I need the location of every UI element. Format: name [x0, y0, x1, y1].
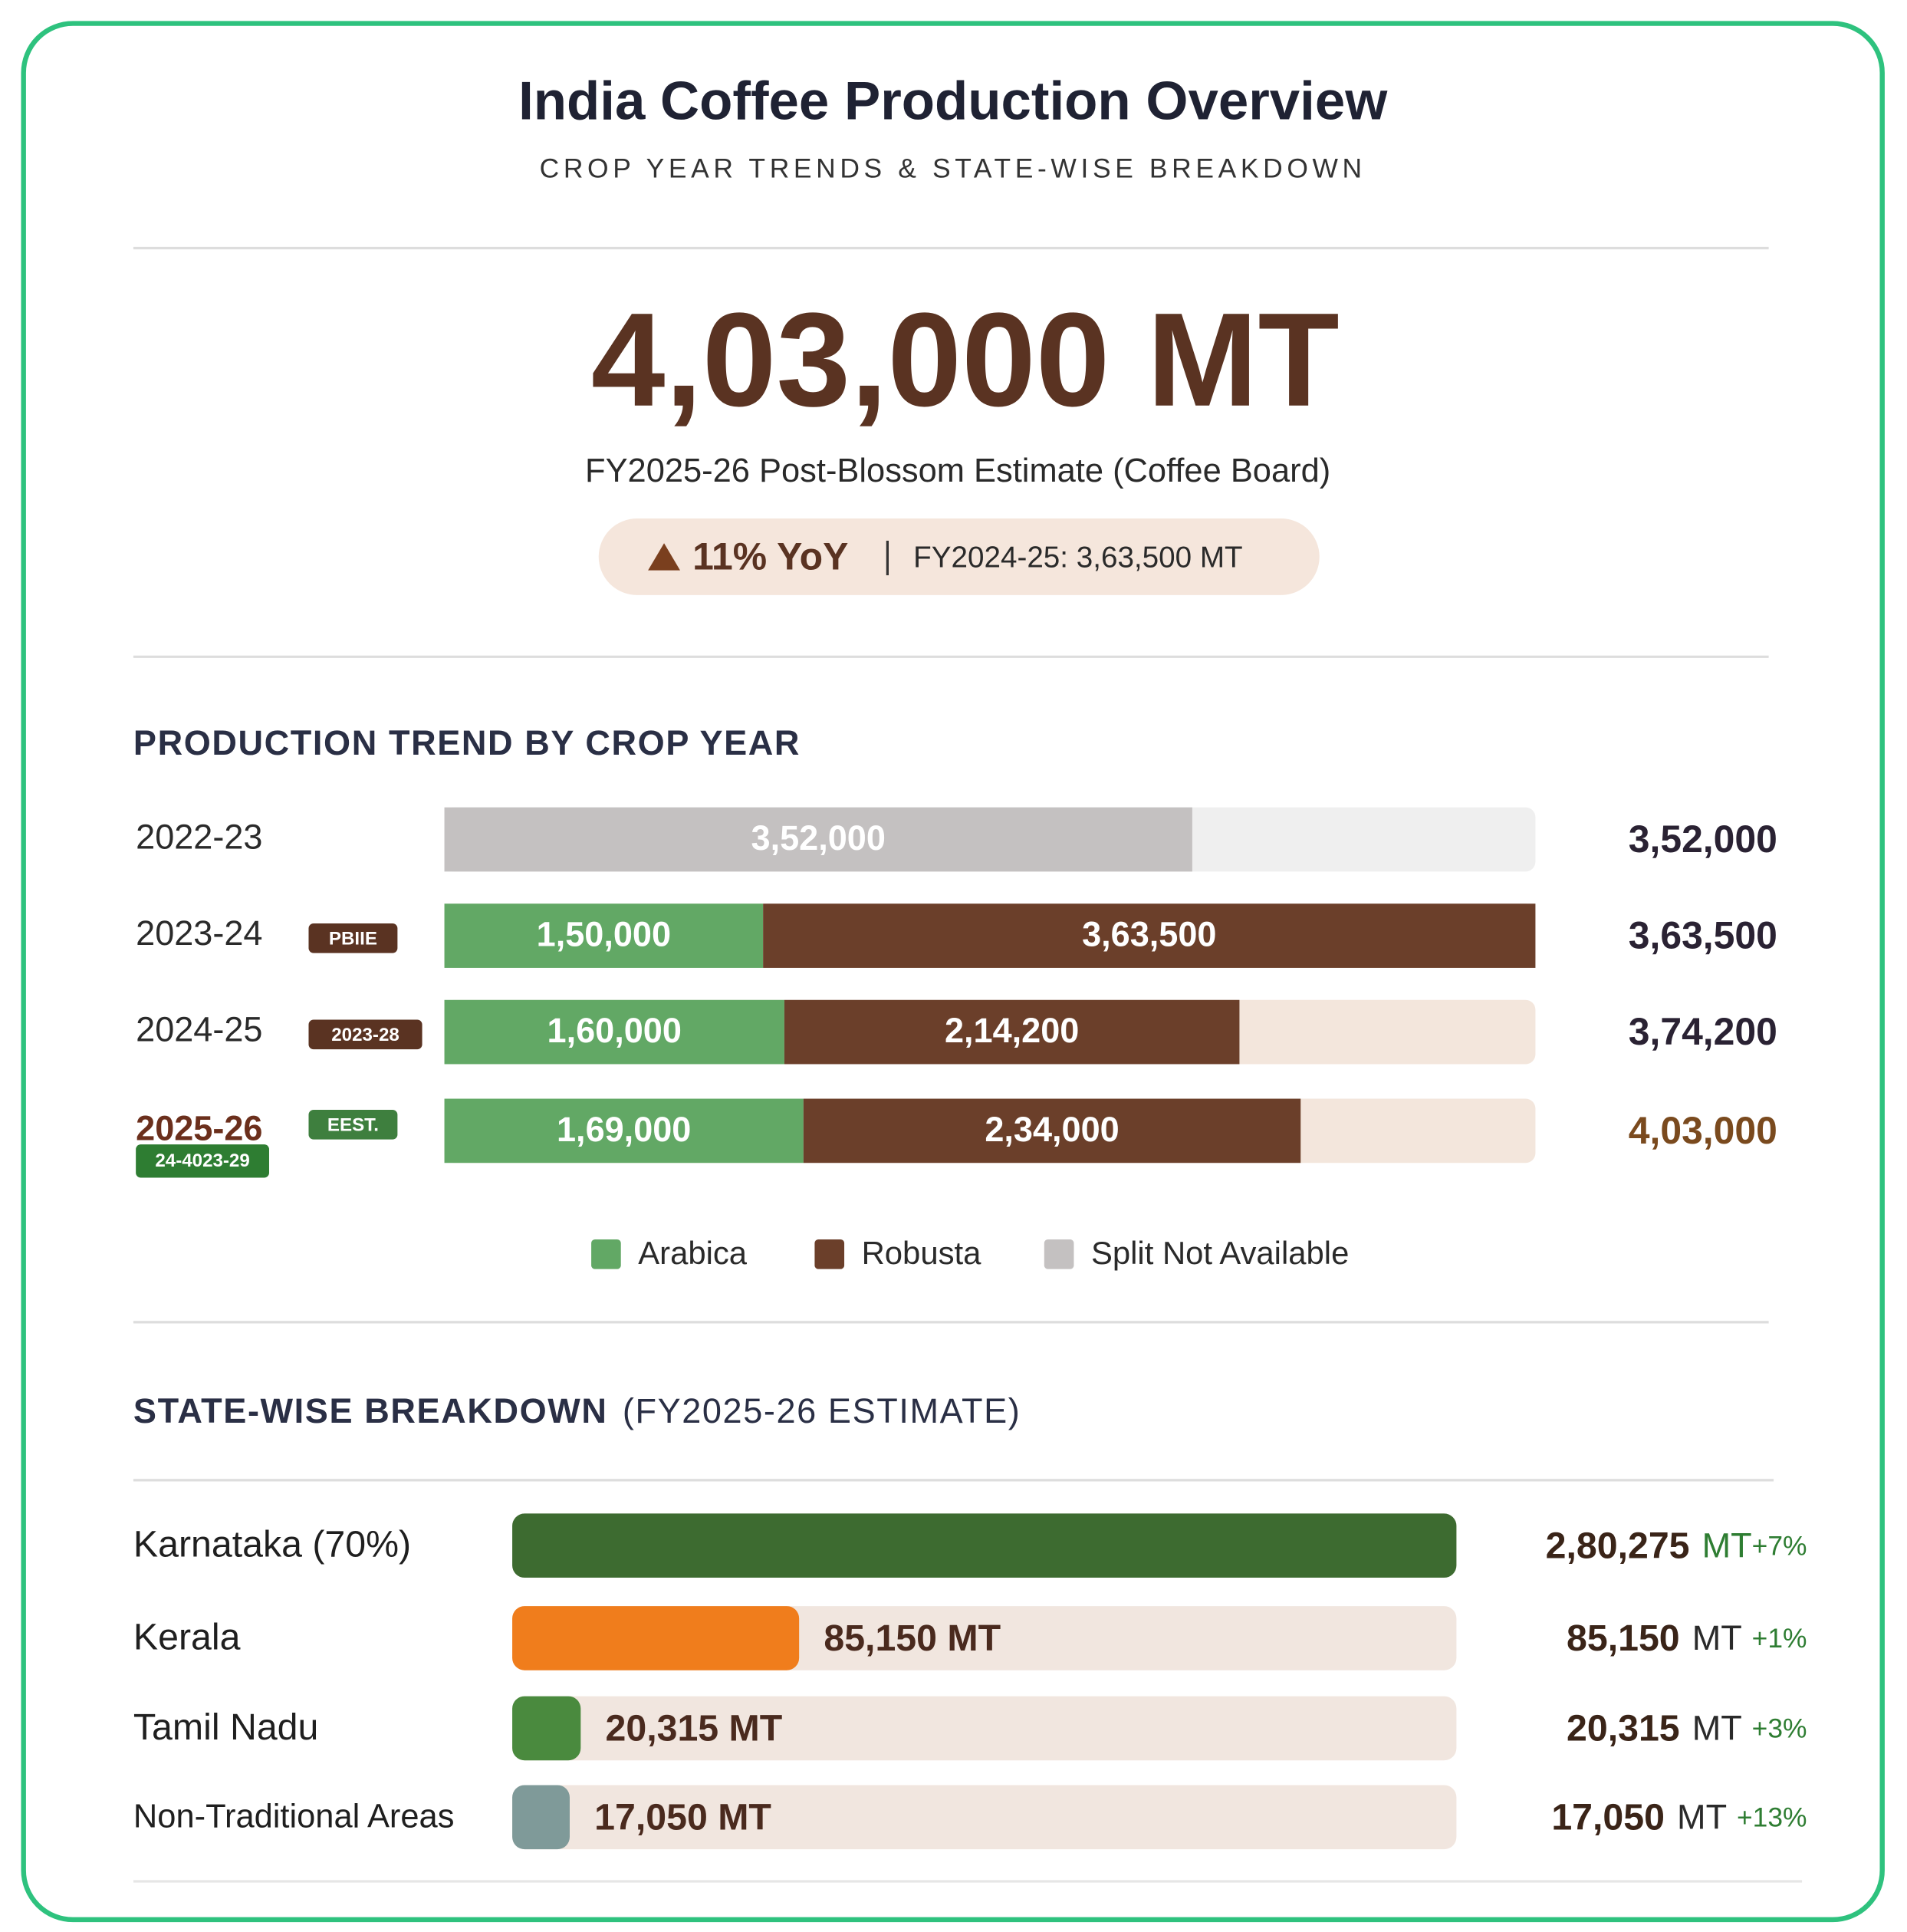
legend-swatch [814, 1239, 845, 1269]
value-label: 85,150 MT +1% [1567, 1618, 1807, 1659]
total-label: 3,63,500 [1629, 913, 1777, 956]
bar-segment [784, 999, 1240, 1065]
bar-segment [444, 903, 764, 968]
title: India Coffee Production Overview [518, 71, 1388, 132]
segment-label: 1,69,000 [557, 1110, 691, 1149]
category-tag-text: 2023-28 [331, 1025, 399, 1045]
category-label: Non-Traditional Areas [133, 1798, 455, 1835]
section-title: STATE-WISE BREAKDOWN [133, 1391, 608, 1430]
value-label: 20,315 MT +3% [1567, 1707, 1807, 1749]
value-label: 17,050 MT +13% [1551, 1796, 1807, 1838]
bar-track [512, 1785, 1457, 1850]
legend-swatch [591, 1239, 621, 1269]
category-label: Tamil Nadu [133, 1707, 318, 1748]
bar-label: 20,315 MT [606, 1707, 783, 1749]
section-subtitle: (FY2025-26 ESTIMATE) [623, 1391, 1021, 1430]
bar-segment [444, 807, 1192, 872]
category-label: 2025-26 [136, 1108, 262, 1147]
change-pill [598, 518, 1320, 595]
value-change: +13% [1737, 1802, 1807, 1833]
kpi-value: 4,03,000 MT [591, 285, 1340, 434]
value-change: +7% [1752, 1531, 1807, 1562]
card [21, 21, 1885, 1923]
category-tag-text: EEST. [327, 1114, 379, 1135]
value-unit: MT [1677, 1797, 1727, 1836]
kpi-previous: FY2024-25: 3,63,500 MT [913, 541, 1242, 574]
kpi-caption: FY2025-26 Post-Blossom Estimate (Coffee … [585, 453, 1330, 489]
kpi-change: 11% YoY [692, 535, 848, 578]
value-number: 2,80,275 [1546, 1525, 1690, 1566]
value-unit: MT [1702, 1526, 1752, 1565]
section-title: PRODUCTION TREND BY CROP YEAR [133, 723, 801, 762]
bar-label: 85,150 MT [824, 1618, 1001, 1659]
legend-label: Robusta [862, 1235, 982, 1271]
bar-segment [763, 903, 1536, 968]
category-tag-text: 24-4023-29 [155, 1150, 249, 1171]
segment-label: 2,34,000 [985, 1110, 1119, 1149]
total-label: 3,74,200 [1629, 1010, 1777, 1053]
category-tag [136, 1144, 269, 1178]
value-unit: MT [1692, 1618, 1742, 1657]
category-tag [308, 923, 398, 953]
legend-label: Arabica [638, 1235, 748, 1271]
up-arrow [648, 543, 680, 571]
value-change: +1% [1752, 1623, 1807, 1654]
category-label: 2024-25 [136, 1010, 262, 1049]
category-label: 2022-23 [136, 817, 262, 856]
segment-label: 1,50,000 [537, 915, 671, 954]
bar [512, 1606, 800, 1670]
category-label: Karnataka (70%) [133, 1524, 411, 1565]
bar [512, 1513, 1457, 1578]
bar [512, 1696, 581, 1761]
bar-label: 17,050 MT [594, 1796, 771, 1838]
bar-segment [444, 999, 784, 1065]
category-label: Kerala [133, 1616, 241, 1657]
bar-track [512, 1696, 1457, 1761]
segment-label: 3,52,000 [751, 818, 886, 857]
total-label: 4,03,000 [1629, 1109, 1777, 1152]
category-tag-text: PBIIE [329, 928, 377, 949]
bar-segment [444, 1098, 804, 1163]
bar-segment [803, 1098, 1301, 1163]
category-label: 2023-24 [136, 913, 262, 953]
category-tag [308, 1019, 422, 1050]
segment-label: 2,14,200 [945, 1011, 1079, 1050]
category-tag [308, 1110, 398, 1140]
legend-swatch [1044, 1239, 1074, 1269]
bar [512, 1785, 570, 1850]
total-label: 3,52,000 [1629, 818, 1777, 861]
legend-label: Split Not Available [1091, 1235, 1349, 1271]
value-number: 20,315 [1567, 1707, 1680, 1749]
value-number: 17,050 [1551, 1796, 1665, 1838]
segment-label: 1,60,000 [547, 1011, 682, 1050]
value-number: 85,150 [1567, 1618, 1680, 1659]
subtitle: CROP YEAR TRENDS & STATE-WISE BREAKDOWN [540, 153, 1366, 183]
value-change: +3% [1752, 1713, 1807, 1744]
value-label: 2,80,275 MT+7% [1546, 1525, 1807, 1566]
segment-label: 3,63,500 [1082, 915, 1216, 954]
value-unit: MT [1692, 1709, 1742, 1748]
